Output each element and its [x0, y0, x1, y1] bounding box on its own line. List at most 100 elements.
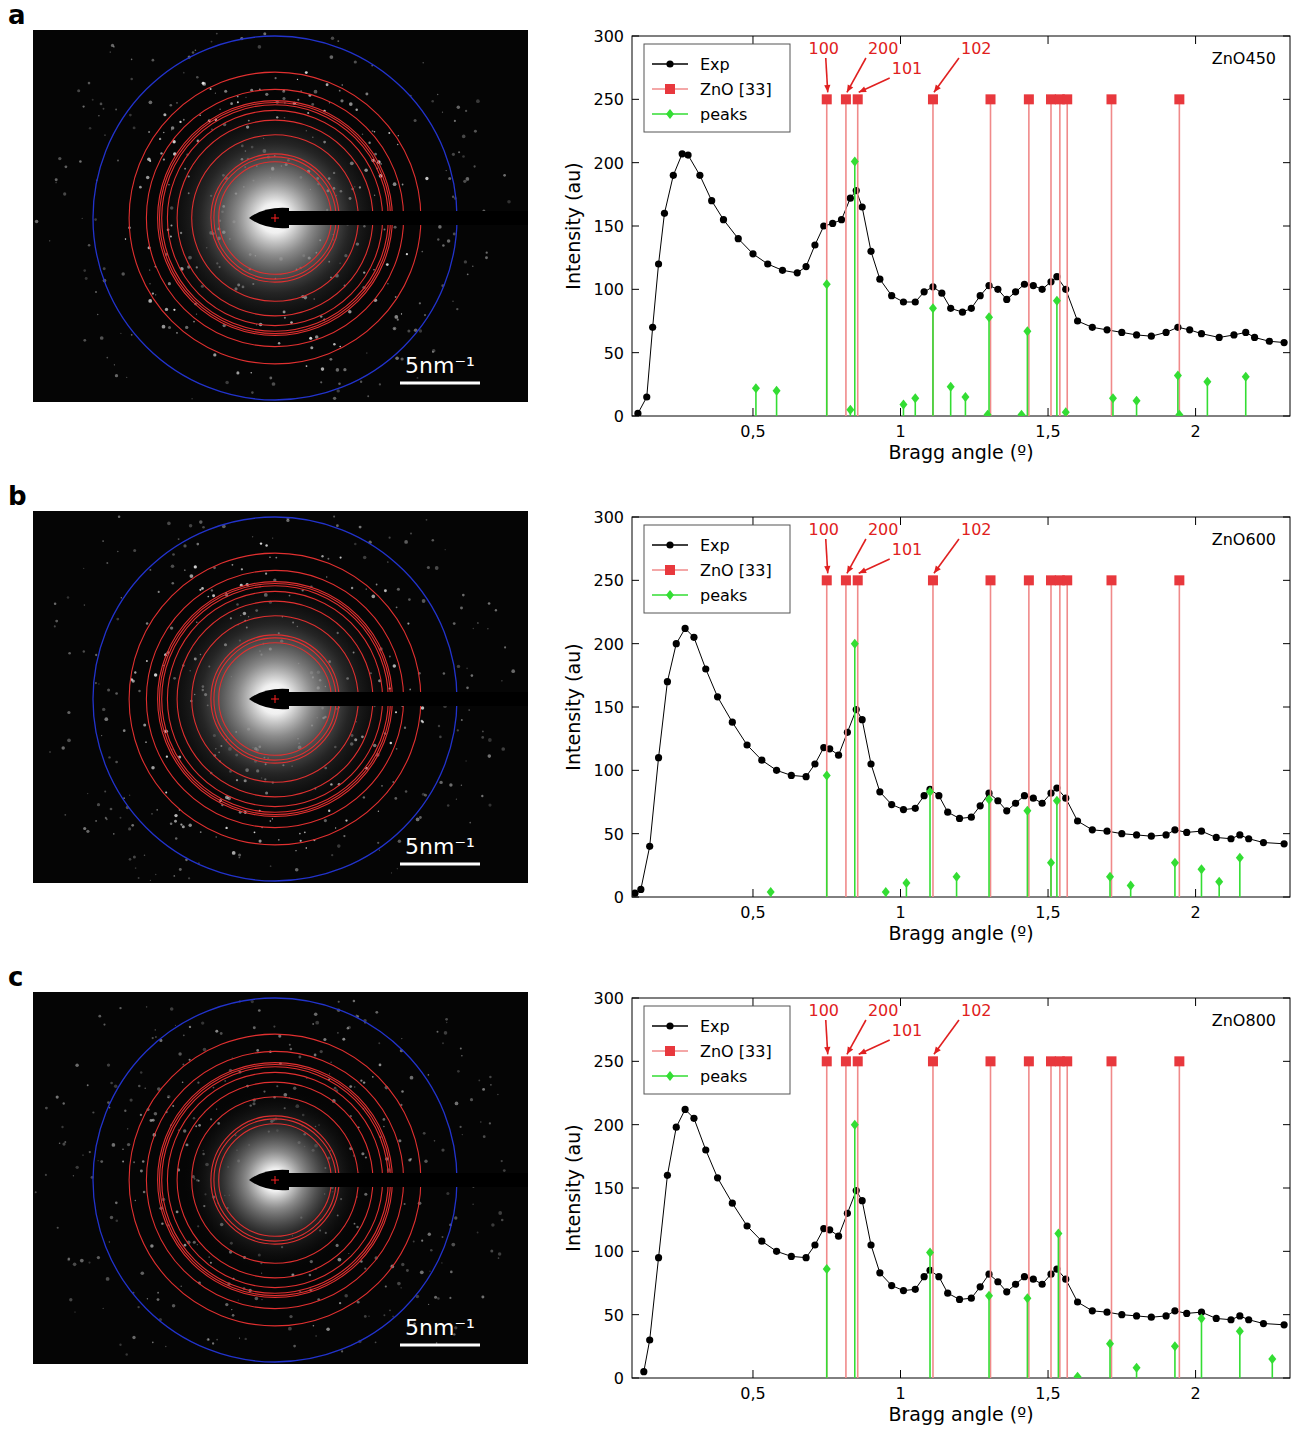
speckle: [251, 1000, 254, 1003]
stem-line: [1111, 1061, 1113, 1378]
exp-point: [1089, 826, 1096, 833]
speckle: [220, 1032, 223, 1035]
speckle: [462, 155, 465, 158]
speckle: [446, 1022, 447, 1023]
exp-point: [1012, 800, 1019, 807]
exp-point: [646, 1336, 653, 1343]
speckle: [112, 1143, 116, 1147]
exp-point: [749, 250, 756, 257]
speckle: [232, 564, 234, 566]
hkl-label: 100: [808, 39, 839, 58]
speckle: [503, 1169, 506, 1172]
exp-point: [1030, 1276, 1037, 1283]
exp-point: [1183, 829, 1190, 836]
speckle: [299, 833, 301, 835]
stem: [1133, 1363, 1141, 1378]
stem: [1106, 1056, 1116, 1378]
speckle: [498, 1211, 502, 1215]
diffraction-image: 5nm⁻¹: [33, 511, 528, 883]
exp-point: [1236, 831, 1243, 838]
speckle: [331, 854, 333, 856]
speckle: [188, 877, 190, 879]
stem-marker: [986, 575, 996, 585]
x-tick: [1048, 998, 1049, 1378]
exp-point: [1133, 831, 1140, 838]
speckle: [137, 1306, 139, 1308]
stem: [961, 392, 969, 416]
speckle: [190, 574, 194, 578]
hkl-arrowhead: [847, 1046, 853, 1054]
stem-marker: [1046, 94, 1056, 104]
exp-point: [643, 393, 650, 400]
speckle: [259, 840, 262, 843]
x-tick-label: 2: [1190, 903, 1200, 922]
speckle: [462, 594, 465, 597]
stem: [1055, 575, 1065, 897]
exp-point: [1003, 1288, 1010, 1295]
speckle: [140, 1071, 143, 1074]
x-tick-label: 1,5: [1035, 422, 1060, 441]
speckle: [103, 1024, 105, 1026]
speckle: [372, 1076, 374, 1078]
legend-marker: [665, 1046, 675, 1056]
speckle: [208, 1338, 210, 1340]
speckle: [441, 1262, 442, 1263]
stem-line: [1050, 863, 1052, 897]
speckle: [238, 853, 241, 856]
hkl-arrow: [934, 539, 959, 573]
exp-point: [956, 1296, 963, 1303]
hkl-arrow: [934, 58, 959, 92]
exp-point: [1280, 1321, 1287, 1328]
stem-line: [1058, 1234, 1060, 1378]
legend: ExpZnO [33]peaks: [644, 1006, 790, 1094]
stem-line: [1111, 99, 1113, 416]
stem-marker: [961, 392, 969, 402]
speckle: [298, 1056, 301, 1059]
speckle: [109, 1241, 110, 1242]
stem: [953, 872, 961, 897]
speckle: [129, 1098, 132, 1101]
speckle: [146, 1006, 148, 1008]
speckle: [477, 1232, 479, 1234]
y-tick-label: 150: [593, 217, 624, 236]
speckle: [408, 598, 411, 601]
speckle: [154, 1112, 158, 1116]
stem-line: [1109, 1344, 1111, 1378]
speckle: [454, 1216, 457, 1219]
speckle: [176, 1210, 179, 1213]
exp-point: [1089, 324, 1096, 331]
speckle: [148, 131, 150, 133]
y-tick: [632, 36, 1290, 37]
speckle: [109, 51, 111, 53]
exp-point: [1245, 1316, 1252, 1323]
speckle: [466, 667, 468, 669]
panel-label: c: [8, 962, 23, 992]
x-tick: [900, 998, 901, 1378]
stem-line: [932, 99, 934, 416]
x-tick: [1048, 36, 1049, 416]
stem-line: [826, 775, 828, 897]
speckle: [73, 1262, 77, 1266]
stem-marker: [1106, 1339, 1114, 1349]
speckle: [113, 833, 115, 835]
legend-label: peaks: [700, 586, 747, 605]
speckle: [146, 622, 148, 624]
speckle: [464, 260, 467, 263]
speckle: [363, 556, 367, 560]
speckle: [163, 113, 166, 116]
exp-point: [912, 1286, 919, 1293]
exp-point: [1213, 1315, 1220, 1322]
speckle: [95, 291, 97, 293]
speckle: [106, 1277, 110, 1281]
speckle: [194, 565, 197, 568]
stem-marker: [1133, 396, 1141, 406]
speckle: [107, 688, 110, 691]
stem-line: [1066, 99, 1068, 416]
exp-point: [664, 678, 671, 685]
stem-marker: [767, 887, 775, 897]
stem-line: [990, 580, 992, 897]
hkl-label: 200: [868, 1001, 899, 1020]
speckle: [329, 358, 332, 361]
stem: [986, 1056, 996, 1378]
speckle: [457, 1070, 460, 1073]
